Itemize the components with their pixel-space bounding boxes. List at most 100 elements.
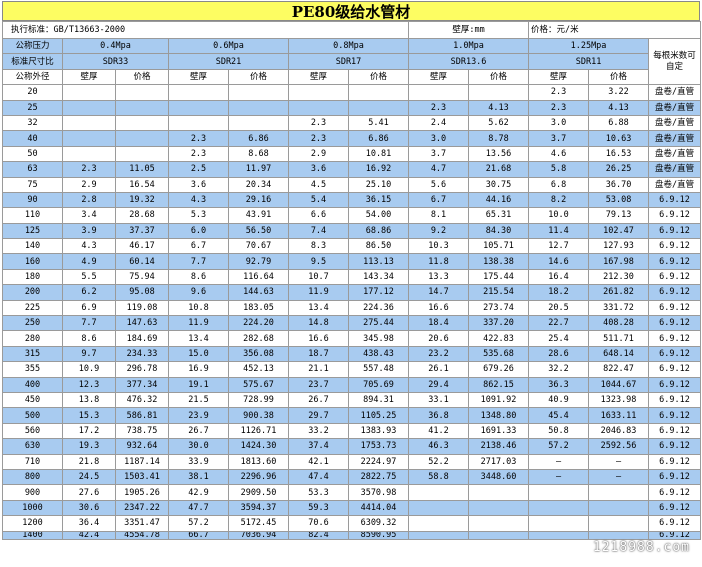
price-cell: 894.31 bbox=[348, 391, 409, 409]
wall-cell bbox=[288, 84, 349, 101]
table-row: 500 15.3 586.81 23.9 900.38 29.7 1105.25 36.8 13… bbox=[2, 407, 702, 424]
wall-cell: 36.8 bbox=[408, 407, 469, 424]
price-cell: 8.68 bbox=[228, 145, 289, 163]
od-cell: 200 bbox=[2, 284, 63, 301]
length-cell: 6.9.12 bbox=[648, 222, 702, 240]
price-cell: 70.67 bbox=[228, 238, 289, 255]
wall-cell: 42.1 bbox=[288, 453, 349, 470]
price-sheet: PE80级给水管材 执行标准：GB/T13663-2000 壁厚:mm 价格：元… bbox=[2, 1, 702, 540]
wall-cell: 21.8 bbox=[62, 453, 116, 470]
price-cell: 1105.25 bbox=[348, 407, 409, 424]
price-cell: 862.15 bbox=[467, 376, 530, 393]
wall-cell: 22.7 bbox=[528, 315, 590, 332]
wall-header: 壁厚 bbox=[168, 68, 229, 86]
price-cell bbox=[348, 84, 409, 101]
wall-cell: 10.8 bbox=[168, 299, 229, 317]
price-cell bbox=[588, 484, 650, 501]
wall-cell: 32.2 bbox=[528, 361, 590, 378]
wall-cell: 16.6 bbox=[288, 330, 349, 347]
price-cell: 79.13 bbox=[588, 207, 650, 224]
wall-cell: – bbox=[528, 453, 590, 470]
wall-cell: 4.3 bbox=[62, 238, 116, 255]
price-cell: 1753.73 bbox=[348, 438, 409, 455]
od-cell: 355 bbox=[2, 361, 63, 378]
price-cell: 535.68 bbox=[467, 345, 530, 363]
price-cell bbox=[228, 84, 289, 101]
price-cell: 46.17 bbox=[115, 238, 169, 255]
price-cell bbox=[115, 114, 169, 132]
wall-cell: 8.6 bbox=[168, 268, 229, 286]
wall-cell: 3.0 bbox=[528, 114, 590, 132]
od-cell: 40 bbox=[2, 130, 63, 147]
wall-cell: 5.3 bbox=[168, 207, 229, 224]
length-cell: 6.9.12 bbox=[648, 376, 702, 393]
price-cell: 282.68 bbox=[228, 330, 289, 347]
price-cell bbox=[228, 114, 289, 132]
od-cell: 25 bbox=[2, 99, 63, 116]
price-cell: 4.13 bbox=[467, 99, 530, 116]
wall-cell: 36.4 bbox=[62, 515, 116, 532]
price-cell: 127.93 bbox=[588, 238, 650, 255]
wall-cell bbox=[168, 114, 229, 132]
price-cell: 224.36 bbox=[348, 299, 409, 317]
price-cell bbox=[228, 99, 289, 116]
price-cell: 4554.78 bbox=[115, 530, 169, 540]
length-cell: 6.9.12 bbox=[648, 391, 702, 409]
wall-cell: 9.6 bbox=[168, 284, 229, 301]
price-cell: 728.99 bbox=[228, 391, 289, 409]
price-cell: 1044.67 bbox=[588, 376, 650, 393]
price-cell: 3351.47 bbox=[115, 515, 169, 532]
price-cell: 6.88 bbox=[588, 114, 650, 132]
price-cell: 6309.32 bbox=[348, 515, 409, 532]
od-cell: 90 bbox=[2, 191, 63, 209]
price-cell: 56.50 bbox=[228, 222, 289, 240]
wall-cell: 20.5 bbox=[528, 299, 590, 317]
wall-cell: 3.4 bbox=[62, 207, 116, 224]
od-cell: 710 bbox=[2, 453, 63, 470]
price-cell: 476.32 bbox=[115, 391, 169, 409]
sheet-title: PE80级给水管材 bbox=[2, 1, 700, 21]
price-cell: 13.56 bbox=[467, 145, 530, 163]
price-cell: 6.86 bbox=[228, 130, 289, 147]
wall-cell bbox=[62, 145, 116, 163]
table-row: 63 2.3 11.05 2.5 11.97 3.6 16.92 4.7 21.68 5.8 26.… bbox=[2, 161, 702, 178]
wall-cell: 59.3 bbox=[288, 499, 349, 517]
od-cell: 1400 bbox=[2, 530, 63, 540]
wall-cell: 52.2 bbox=[408, 453, 469, 470]
pressure-cell: 0.8Mpa bbox=[288, 37, 409, 55]
od-cell: 500 bbox=[2, 407, 63, 424]
price-cell: 212.30 bbox=[588, 268, 650, 286]
price-cell: 44.16 bbox=[467, 191, 530, 209]
wall-cell: 14.8 bbox=[288, 315, 349, 332]
table-row: 250 7.7 147.63 11.9 224.20 14.8 275.44 18.4 337.… bbox=[2, 315, 702, 332]
table-row: 225 6.9 119.08 10.8 183.05 13.4 224.36 16.6 273.… bbox=[2, 299, 702, 317]
price-cell: 679.26 bbox=[467, 361, 530, 378]
wall-cell: 6.7 bbox=[408, 191, 469, 209]
od-cell: 140 bbox=[2, 238, 63, 255]
wall-cell: 8.1 bbox=[408, 207, 469, 224]
wall-cell: 16.6 bbox=[408, 299, 469, 317]
wall-cell: 26.7 bbox=[168, 422, 229, 440]
price-cell: 1126.71 bbox=[228, 422, 289, 440]
od-cell: 1200 bbox=[2, 515, 63, 532]
price-cell: 1383.93 bbox=[348, 422, 409, 440]
price-cell: 2296.96 bbox=[228, 468, 289, 486]
table-row: 110 3.4 28.68 5.3 43.91 6.6 54.00 8.1 65.31 10.0 7… bbox=[2, 207, 702, 224]
od-cell: 400 bbox=[2, 376, 63, 393]
sdr-cell: SDR33 bbox=[62, 53, 169, 70]
length-cell: 6.9.12 bbox=[648, 484, 702, 501]
price-cell bbox=[467, 499, 530, 517]
price-cell: 53.08 bbox=[588, 191, 650, 209]
table-row: 20 2.3 3.22 盘卷/直管 bbox=[2, 84, 702, 101]
price-cell bbox=[115, 145, 169, 163]
table-row: 280 8.6 184.69 13.4 282.68 16.6 345.98 20.6 422.… bbox=[2, 330, 702, 347]
wall-cell: 82.4 bbox=[288, 530, 349, 540]
price-cell: 16.92 bbox=[348, 161, 409, 178]
table-row: 400 12.3 377.34 19.1 575.67 23.7 705.69 29.4 862… bbox=[2, 376, 702, 393]
price-cell: 900.38 bbox=[228, 407, 289, 424]
wall-cell: 29.4 bbox=[408, 376, 469, 393]
price-cell: 1633.11 bbox=[588, 407, 650, 424]
table-row: 1200 36.4 3351.47 57.2 5172.45 70.6 6309.32 6.9… bbox=[2, 515, 702, 532]
od-cell: 75 bbox=[2, 176, 63, 193]
wall-cell: 10.0 bbox=[528, 207, 590, 224]
